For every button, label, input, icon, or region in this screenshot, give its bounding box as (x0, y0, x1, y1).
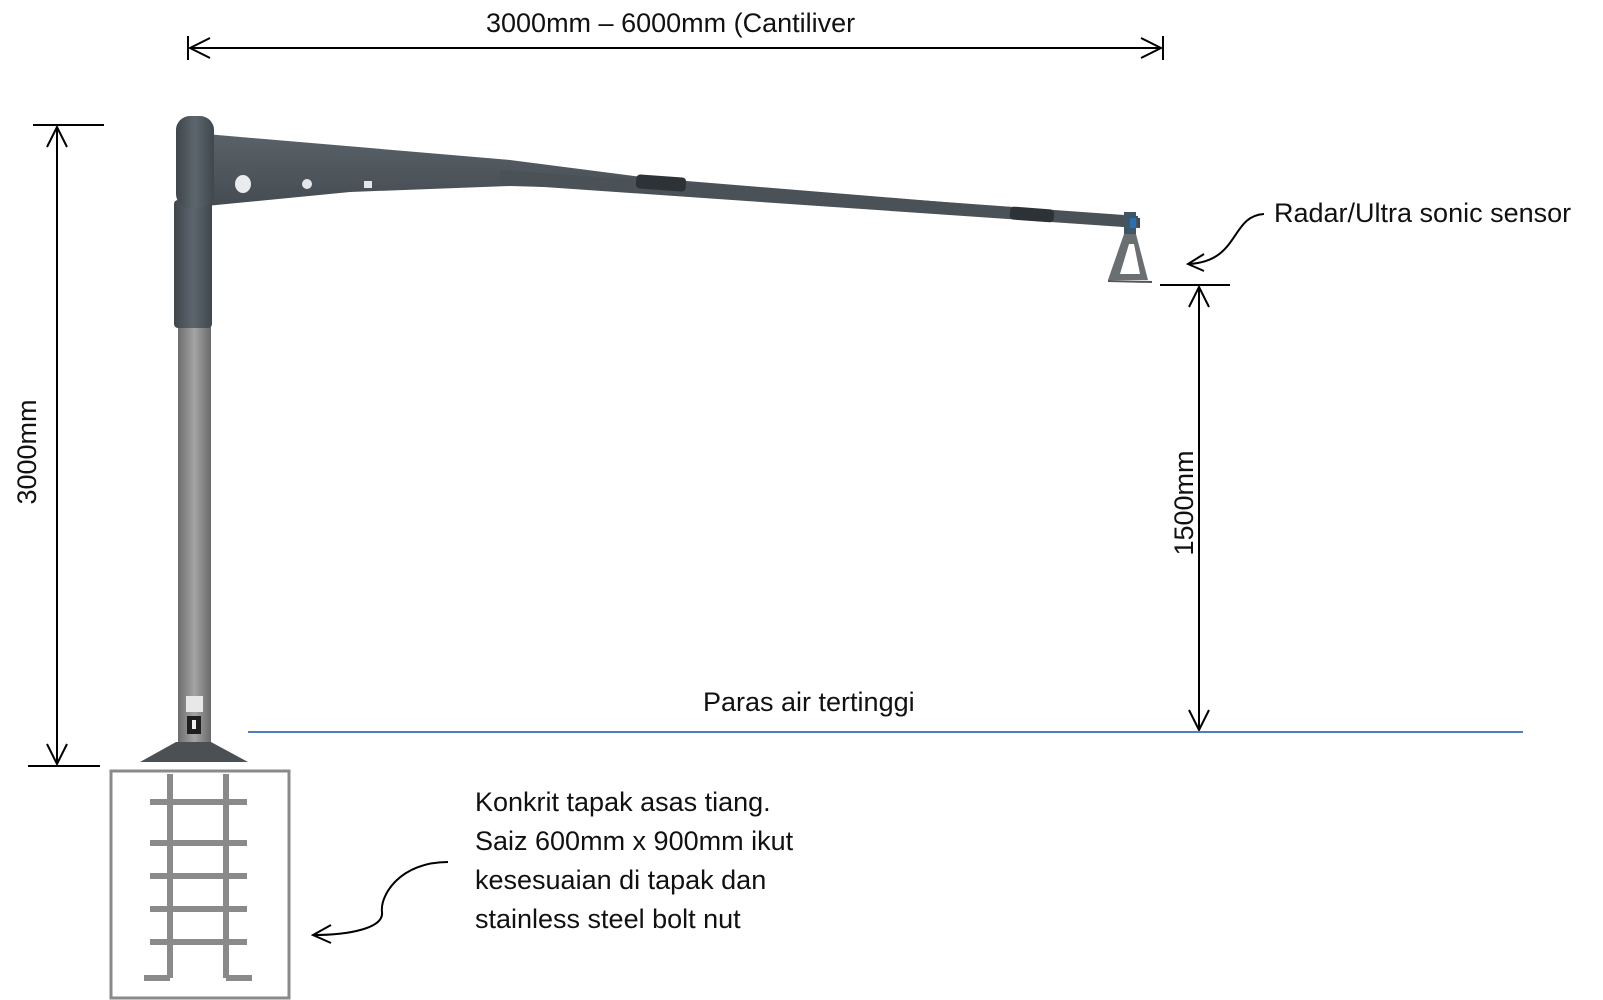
clearance-arrow-top (1188, 284, 1210, 308)
pole-upper-section (174, 200, 212, 328)
cantilever-arm (206, 134, 1140, 228)
rebar-cage (144, 774, 252, 981)
foundation-outline (109, 769, 291, 1000)
pole-cap (176, 116, 214, 208)
radar-sensor (1107, 212, 1153, 283)
foundation-note-line: kesesuaian di tapak dan (475, 865, 767, 895)
water-level-label: Paras air tertinggi (703, 687, 915, 717)
pole-lower-section (178, 325, 211, 745)
height-label: 3000mm (12, 399, 42, 504)
span-dimension: 3000mm – 6000mm (Cantiliver (187, 8, 1164, 60)
pole (140, 116, 248, 762)
clearance-dimension: 1500mm (1160, 284, 1230, 733)
clearance-label: 1500mm (1169, 450, 1199, 555)
sensor-pointer (1185, 213, 1265, 272)
span-arrow-left (187, 37, 211, 59)
height-arrow-top (46, 124, 68, 148)
water-level: Paras air tertinggi (248, 687, 1523, 733)
concrete-foundation (109, 769, 291, 1000)
foundation-note-line: Konkrit tapak asas tiang. (475, 787, 771, 817)
foundation-note-line: Saiz 600mm x 900mm ikut (475, 826, 794, 856)
pole-base-flange (140, 742, 248, 762)
span-arrow-right (1140, 37, 1164, 59)
sensor-label: Radar/Ultra sonic sensor (1274, 198, 1571, 228)
foundation-note: Konkrit tapak asas tiang. Saiz 600mm x 9… (475, 783, 855, 939)
foundation-pointer (310, 861, 449, 944)
span-label: 3000mm – 6000mm (Cantiliver (486, 8, 855, 38)
clearance-arrow-bottom (1188, 709, 1210, 733)
height-dimension: 3000mm (12, 124, 104, 767)
height-arrow-bottom (46, 743, 68, 767)
foundation-note-line: stainless steel bolt nut (475, 904, 741, 934)
